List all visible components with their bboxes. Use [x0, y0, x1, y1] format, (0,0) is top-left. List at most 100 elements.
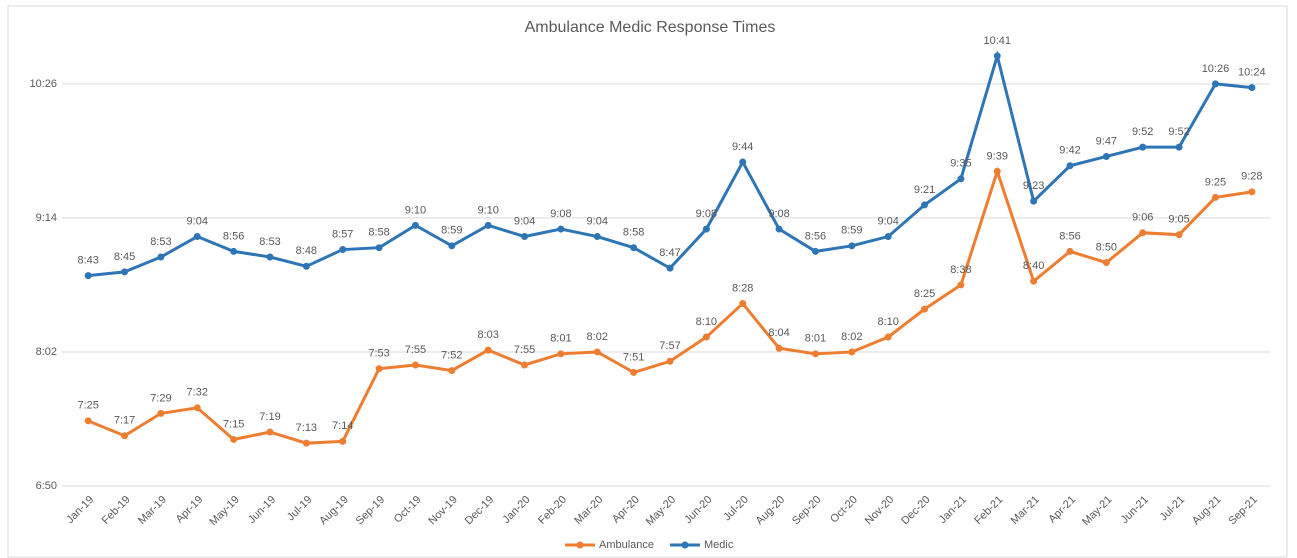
data-point	[666, 264, 674, 272]
data-label: 9:08	[768, 208, 789, 220]
data-point	[848, 348, 856, 356]
data-label: 9:52	[1132, 126, 1153, 138]
data-label: 9:04	[187, 215, 208, 227]
data-label: 8:25	[914, 288, 935, 300]
data-point	[811, 247, 819, 255]
data-point	[302, 439, 310, 447]
data-point	[1030, 197, 1038, 205]
data-point	[884, 233, 892, 241]
data-label: 10:24	[1238, 66, 1266, 78]
data-point	[230, 247, 238, 255]
data-label: 8:10	[877, 316, 898, 328]
data-label: 7:52	[441, 349, 462, 361]
data-point	[448, 367, 456, 375]
data-point	[193, 233, 201, 241]
data-label: 9:04	[587, 215, 608, 227]
data-label: 8:28	[732, 282, 753, 294]
data-label: 8:40	[1023, 260, 1044, 272]
data-label: 8:53	[150, 236, 171, 248]
data-point	[230, 435, 238, 443]
data-point	[266, 428, 274, 436]
data-label: 9:04	[877, 215, 898, 227]
data-label: 7:51	[623, 351, 644, 363]
chart-title: Ambulance Medic Response Times	[525, 19, 776, 36]
data-label: 8:01	[805, 333, 826, 345]
chart-border	[7, 5, 1288, 558]
data-point	[593, 348, 601, 356]
data-label: 7:17	[114, 415, 135, 427]
legend-marker	[576, 541, 584, 549]
data-point	[1030, 277, 1038, 285]
data-point	[448, 242, 456, 250]
data-point	[921, 305, 929, 313]
data-point	[411, 221, 419, 229]
data-label: 9:28	[1241, 171, 1262, 183]
data-label: 7:15	[223, 418, 244, 430]
data-label: 8:38	[950, 264, 971, 276]
data-label: 9:47	[1096, 135, 1117, 147]
data-label: 8:48	[296, 245, 317, 257]
data-point	[557, 350, 565, 358]
data-point	[375, 244, 383, 252]
data-label: 9:25	[1205, 176, 1226, 188]
data-label: 8:47	[659, 247, 680, 259]
data-point	[921, 201, 929, 209]
y-tick-label: 8:02	[36, 346, 57, 358]
data-label: 7:29	[150, 392, 171, 404]
data-point	[957, 175, 965, 183]
data-point	[121, 432, 129, 440]
data-point	[484, 221, 492, 229]
data-point	[339, 246, 347, 254]
data-point	[593, 233, 601, 241]
data-point	[157, 409, 165, 417]
data-label: 7:25	[77, 400, 98, 412]
data-label: 8:59	[441, 225, 462, 237]
data-point	[339, 437, 347, 445]
data-label: 8:02	[841, 331, 862, 343]
data-label: 7:55	[405, 344, 426, 356]
data-label: 9:39	[987, 150, 1008, 162]
data-label: 9:08	[550, 208, 571, 220]
data-point	[84, 272, 92, 280]
data-label: 8:58	[623, 227, 644, 239]
data-point	[993, 52, 1001, 60]
data-point	[1175, 143, 1183, 151]
data-point	[1248, 188, 1256, 196]
data-label: 7:57	[659, 340, 680, 352]
data-point	[1248, 84, 1256, 92]
data-label: 9:35	[950, 158, 971, 170]
data-label: 9:05	[1168, 214, 1189, 226]
data-point	[484, 346, 492, 354]
data-point	[1211, 193, 1219, 201]
data-point	[1102, 259, 1110, 267]
data-label: 10:41	[984, 35, 1012, 47]
legend-label: Ambulance	[599, 539, 654, 551]
data-point	[521, 361, 529, 369]
data-label: 9:10	[405, 204, 426, 216]
data-label: 8:01	[550, 333, 571, 345]
data-label: 9:42	[1059, 145, 1080, 157]
data-point	[411, 361, 419, 369]
data-label: 8:56	[223, 230, 244, 242]
data-point	[266, 253, 274, 261]
data-point	[739, 300, 747, 308]
data-point	[521, 233, 529, 241]
data-label: 9:06	[1132, 212, 1153, 224]
data-label: 7:14	[332, 420, 353, 432]
y-tick-label: 6:50	[36, 480, 57, 492]
data-point	[1175, 231, 1183, 239]
data-label: 8:56	[1059, 230, 1080, 242]
data-label: 7:53	[368, 348, 389, 360]
data-point	[630, 368, 638, 376]
data-label: 7:19	[259, 411, 280, 423]
data-point	[739, 158, 747, 166]
data-point	[1066, 162, 1074, 170]
data-point	[1211, 80, 1219, 88]
data-point	[84, 417, 92, 425]
data-point	[775, 344, 783, 352]
data-label: 8:57	[332, 228, 353, 240]
data-label: 9:44	[732, 141, 753, 153]
data-label: 8:10	[696, 316, 717, 328]
data-point	[884, 333, 892, 341]
